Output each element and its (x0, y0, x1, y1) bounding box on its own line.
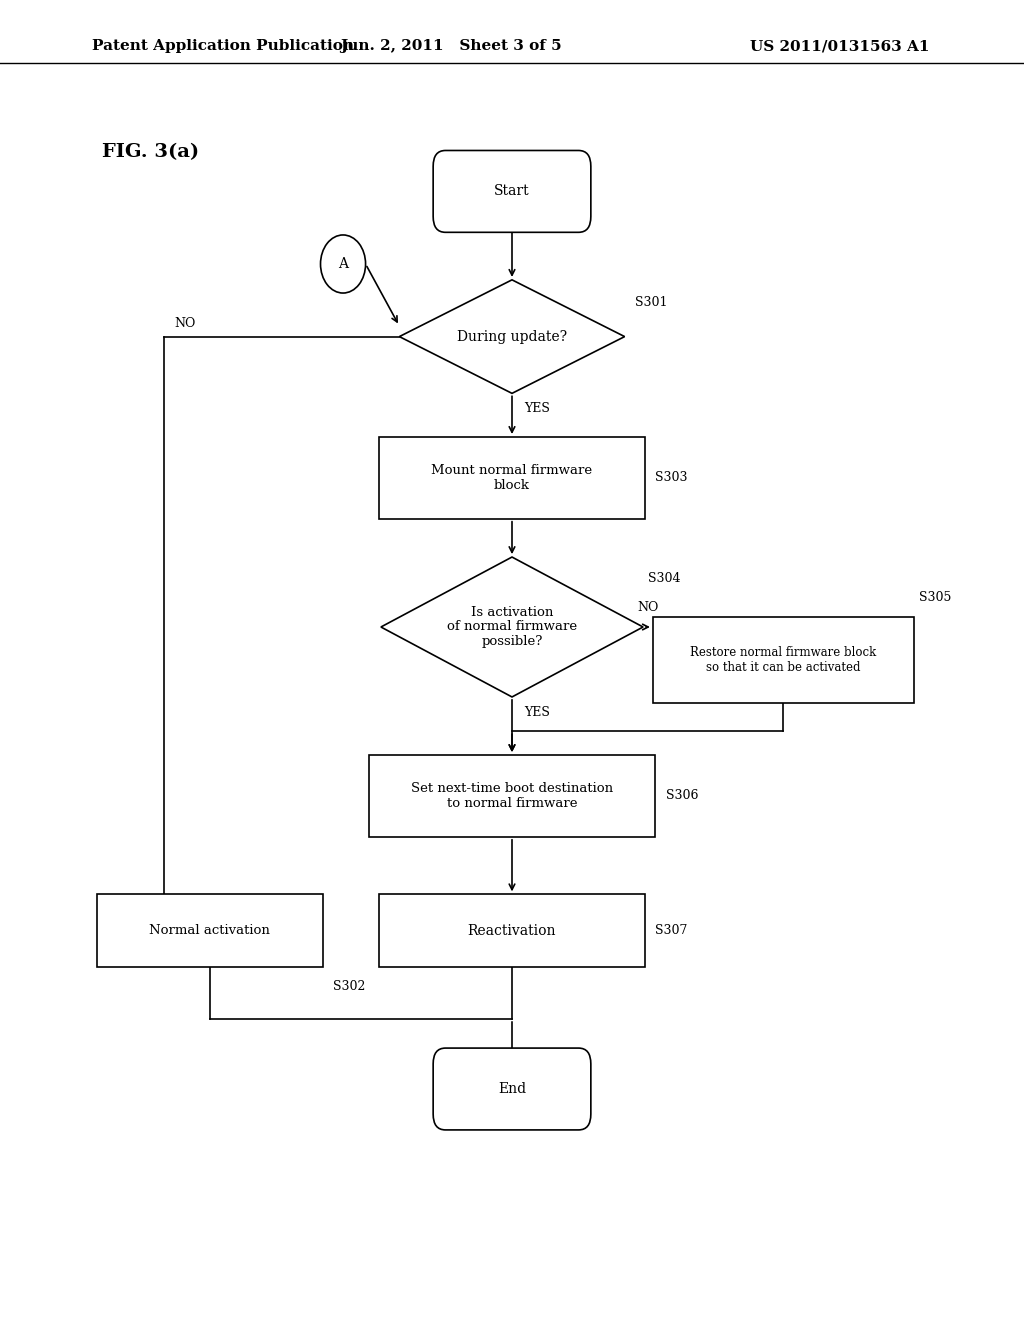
FancyBboxPatch shape (433, 150, 591, 232)
Text: S303: S303 (655, 471, 688, 484)
Text: S301: S301 (635, 296, 668, 309)
Text: YES: YES (524, 403, 550, 414)
Text: NO: NO (174, 317, 196, 330)
Bar (379, 437, 645, 519)
Circle shape (321, 235, 366, 293)
Bar (369, 755, 655, 837)
Text: YES: YES (524, 706, 550, 719)
Polygon shape (399, 280, 625, 393)
Text: S305: S305 (920, 591, 951, 603)
Text: S307: S307 (655, 924, 688, 937)
Bar (97, 895, 323, 966)
Polygon shape (381, 557, 643, 697)
Text: Jun. 2, 2011   Sheet 3 of 5: Jun. 2, 2011 Sheet 3 of 5 (340, 40, 561, 53)
Text: Start: Start (495, 185, 529, 198)
Text: A: A (338, 257, 348, 271)
Bar (379, 895, 645, 966)
Text: Normal activation: Normal activation (150, 924, 270, 937)
Text: Set next-time boot destination
to normal firmware: Set next-time boot destination to normal… (411, 781, 613, 810)
Text: FIG. 3(a): FIG. 3(a) (102, 143, 200, 161)
Text: S304: S304 (648, 572, 681, 585)
Text: During update?: During update? (457, 330, 567, 343)
Text: End: End (498, 1082, 526, 1096)
Text: Restore normal firmware block
so that it can be activated: Restore normal firmware block so that it… (690, 645, 877, 675)
Bar (653, 618, 913, 702)
Text: Patent Application Publication: Patent Application Publication (92, 40, 354, 53)
Text: S302: S302 (333, 981, 366, 993)
FancyBboxPatch shape (433, 1048, 591, 1130)
Text: US 2011/0131563 A1: US 2011/0131563 A1 (750, 40, 930, 53)
Text: Is activation
of normal firmware
possible?: Is activation of normal firmware possibl… (446, 606, 578, 648)
Text: S306: S306 (666, 789, 698, 803)
Text: NO: NO (638, 601, 659, 614)
Text: Mount normal firmware
block: Mount normal firmware block (431, 463, 593, 492)
Text: Reactivation: Reactivation (468, 924, 556, 937)
